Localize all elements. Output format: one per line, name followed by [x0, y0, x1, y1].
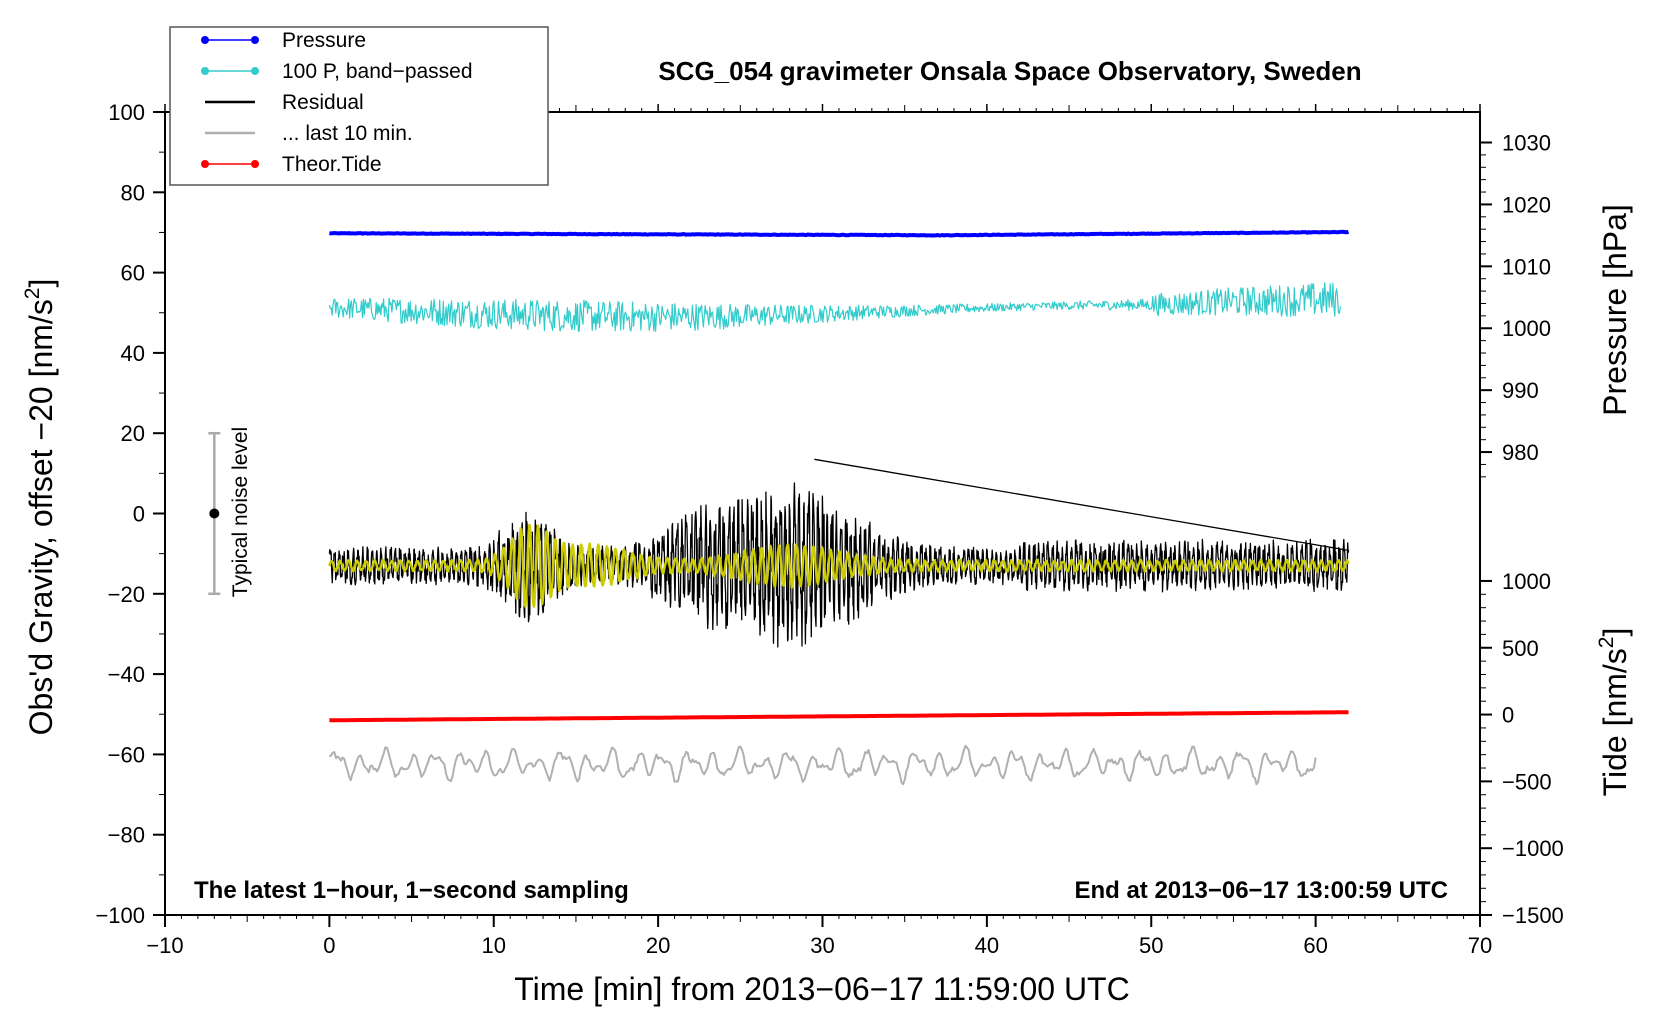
x-tick-label: 50 [1139, 933, 1163, 958]
x-tick-label: 70 [1468, 933, 1492, 958]
y-tick-label: −20 [108, 582, 145, 607]
pressure-tick-label: 1030 [1502, 131, 1551, 156]
x-tick-label: 0 [323, 933, 335, 958]
end-time-note: End at 2013−06−17 13:00:59 UTC [1074, 877, 1448, 904]
y-axis-title-main: Obs'd Gravity, offset −20 [nm/s [23, 299, 59, 735]
y-axis-title-sup: 2 [21, 287, 44, 299]
series-layer [328, 229, 1350, 786]
x-tick-label: −10 [146, 933, 183, 958]
residual-filtered-series-line [328, 523, 1350, 608]
last-10-min-series-line [328, 744, 1317, 786]
y-tick-label: −40 [108, 662, 145, 687]
legend-label: 100 P, band−passed [282, 60, 473, 83]
x-tick-label: 30 [810, 933, 834, 958]
y-tick-label: 80 [121, 180, 145, 205]
x-tick-label: 40 [975, 933, 999, 958]
legend-swatch-marker [201, 67, 209, 75]
y-tick-label: 0 [133, 502, 145, 527]
tide-tick-label: 1000 [1502, 569, 1551, 594]
y-tick-label: 100 [108, 100, 145, 125]
noise-level-label: Typical noise level [229, 427, 252, 597]
legend-entries: Pressure 100 P, band−passed Residual ... la… [201, 29, 473, 176]
legend-swatch-marker [201, 36, 209, 44]
pressure-tick-label: 1020 [1502, 192, 1551, 217]
residual-series-line [328, 458, 1350, 648]
bandpass-series-line [328, 282, 1341, 333]
y-tick-label: −100 [95, 903, 145, 928]
x-tick-label: 20 [646, 933, 670, 958]
legend-swatch-marker [251, 36, 259, 44]
chart-title: SCG_054 gravimeter Onsala Space Observat… [658, 56, 1361, 86]
y-tick-label: 40 [121, 341, 145, 366]
x-tick-label: 60 [1303, 933, 1327, 958]
y-axis-title: Obs'd Gravity, offset −20 [nm/s2] [21, 279, 59, 736]
legend-label: Theor.Tide [282, 153, 382, 176]
tide-axis-title: Tide [nm/s2] [1595, 628, 1633, 797]
pressure-tick-label: 1000 [1502, 316, 1551, 341]
noise-bar-center-dot [209, 508, 220, 519]
y-tick-label: 20 [121, 421, 145, 446]
legend-swatch-marker [201, 160, 209, 168]
tide-tick-label: −1000 [1502, 836, 1564, 861]
y-axis-title-end: ] [23, 279, 59, 288]
tide-series-line [329, 710, 1349, 723]
tide-axis-title-end: ] [1597, 628, 1633, 637]
tide-tick-label: 0 [1502, 703, 1514, 728]
sampling-note: The latest 1−hour, 1−second sampling [194, 877, 629, 904]
y-tick-label: −80 [108, 823, 145, 848]
legend-label: ... last 10 min. [282, 122, 413, 145]
tick-layer: −10 0 10 20 30 40 50 60 70100806040200−20−40−60−… [95, 100, 1563, 958]
pressure-tick-label: 1010 [1502, 254, 1551, 279]
tide-tick-label: −1500 [1502, 903, 1564, 928]
x-axis-title: Time [min] from 2013−06−17 11:59:00 UTC [514, 971, 1129, 1007]
pressure-series-line [329, 229, 1350, 238]
legend-box [169, 26, 549, 186]
y-tick-label: −60 [108, 742, 145, 767]
tide-tick-label: 500 [1502, 636, 1539, 661]
legend: Pressure 100 P, band−passed Residual ... la… [169, 26, 549, 186]
pressure-axis-title: Pressure [hPa] [1597, 204, 1633, 416]
pressure-tick-label: 990 [1502, 378, 1539, 403]
x-tick-label: 10 [482, 933, 506, 958]
legend-swatch-marker [251, 160, 259, 168]
tide-tick-label: −500 [1502, 769, 1552, 794]
legend-label: Residual [282, 91, 364, 114]
tide-axis-title-sup: 2 [1595, 637, 1618, 649]
legend-label: Pressure [282, 29, 366, 52]
annotation-layer [208, 431, 221, 596]
pressure-tick-label: 980 [1502, 440, 1539, 465]
y-tick-label: 60 [121, 261, 145, 286]
tide-axis-title-main: Tide [nm/s [1597, 648, 1633, 796]
legend-swatch-marker [251, 67, 259, 75]
